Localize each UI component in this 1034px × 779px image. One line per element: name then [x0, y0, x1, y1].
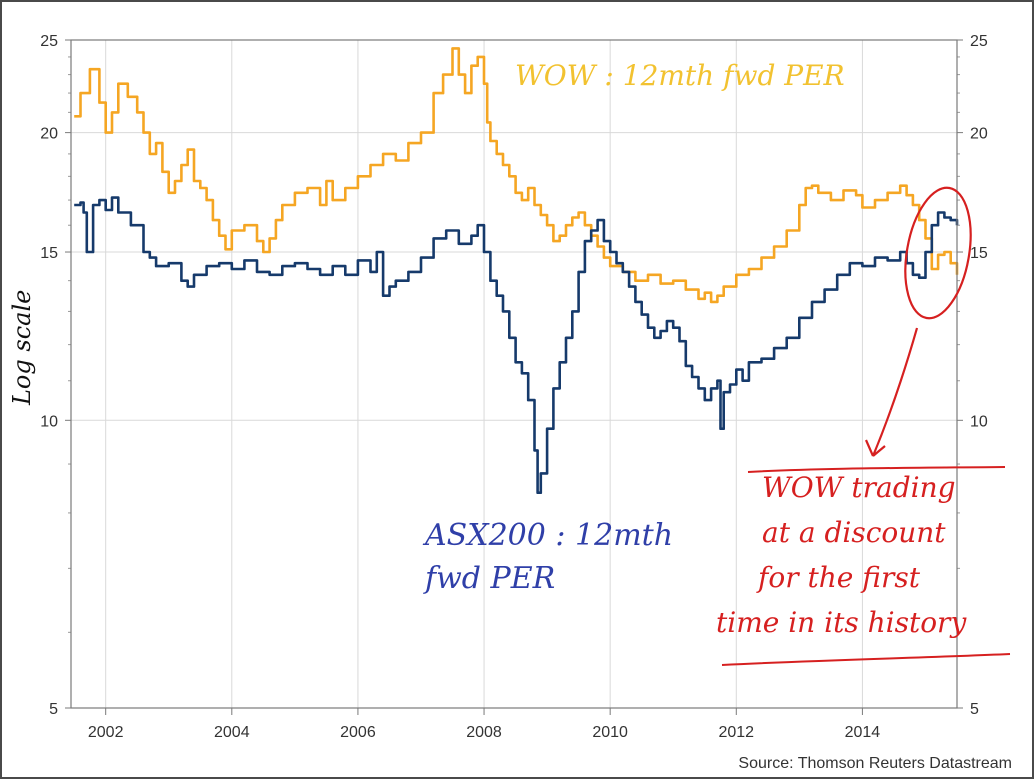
callout-line4: time in its history [716, 606, 967, 639]
highlight-circle [904, 186, 972, 320]
axis-ticks: 25 25 20 20 15 15 10 10 5 5 2002 2004 2006 2008 2010 20… [40, 33, 988, 741]
y-tick-label-left: 20 [40, 126, 58, 143]
y-tick-label-right: 20 [970, 126, 988, 143]
asx200-per-line [74, 196, 959, 494]
callout-arrow [864, 327, 919, 457]
y-tick-label-right: 15 [970, 245, 988, 262]
x-tick-label: 2010 [592, 724, 628, 741]
wow-series-label: WOW : 12mth fwd PER [515, 59, 845, 92]
y-tick-label-right: 5 [970, 701, 979, 718]
grid-lines [71, 39, 957, 709]
y-tick-label-left: 25 [40, 33, 58, 50]
x-tick-label: 2002 [88, 724, 124, 741]
y-tick-label-left: 10 [40, 413, 58, 430]
callout-overline [747, 466, 1006, 473]
log-scale-note: Log scale [8, 290, 36, 406]
x-tick-label: 2004 [214, 724, 250, 741]
asx-series-label-line2: fwd PER [423, 561, 555, 596]
y-tick-label-right: 25 [970, 33, 988, 50]
callout-underline [721, 653, 1011, 666]
callout-line1: WOW trading [762, 471, 956, 504]
y-tick-label-right: 10 [970, 413, 988, 430]
callout-line3: for the first [756, 561, 921, 594]
asx-series-label-line1: ASX200 : 12mth [422, 518, 673, 553]
callout-line2: at a discount [762, 516, 946, 549]
wow-per-line [74, 47, 959, 304]
series-lines [74, 47, 959, 494]
x-tick-label: 2012 [718, 724, 754, 741]
x-tick-label: 2006 [340, 724, 376, 741]
source-note: Source: Thomson Reuters Datastream [738, 755, 1012, 772]
y-tick-label-left: 5 [49, 701, 58, 718]
x-tick-label: 2008 [466, 724, 502, 741]
x-tick-label: 2014 [845, 724, 881, 741]
y-tick-label-left: 15 [40, 245, 58, 262]
plot-background [71, 40, 957, 708]
plot-border [70, 39, 958, 709]
